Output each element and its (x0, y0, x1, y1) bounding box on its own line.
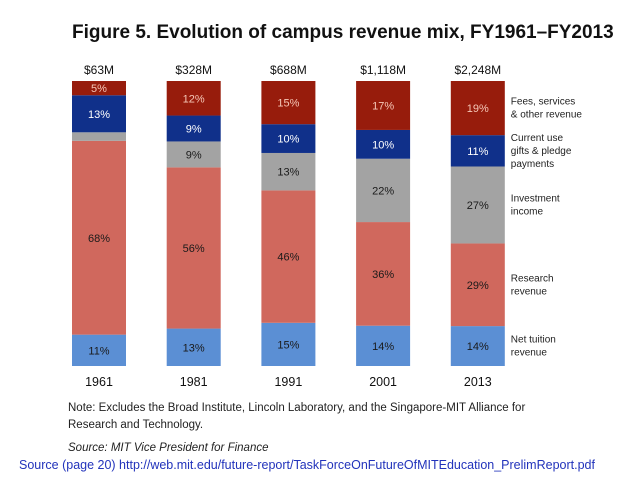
data-label: 11% (467, 146, 488, 158)
bar-segment (450, 81, 505, 136)
bar-segment (166, 167, 221, 329)
data-label: 17% (372, 100, 394, 112)
x-tick-label: 1961 (85, 375, 113, 389)
bar-segment (261, 322, 316, 366)
total-label: $328M (175, 63, 212, 77)
bar-segment (450, 243, 505, 327)
legend-label: Research revenue (511, 273, 554, 297)
total-label: $688M (270, 63, 307, 77)
data-label: 13% (88, 109, 110, 121)
bar-segment (356, 222, 411, 326)
bar-segment (261, 124, 316, 153)
bar-segment (72, 81, 126, 96)
data-label: 14% (467, 341, 489, 353)
source-link[interactable]: Source (page 20) http://web.mit.edu/futu… (19, 458, 595, 472)
bar-segment (166, 115, 221, 142)
bar-segment (356, 129, 411, 159)
bar-segment (450, 326, 505, 366)
chart-title: Figure 5. Evolution of campus revenue mi… (72, 22, 614, 43)
data-label: 27% (467, 200, 489, 212)
data-label: 5% (91, 83, 107, 95)
total-label: $2,248M (454, 63, 501, 77)
x-tick-label: 1991 (274, 375, 302, 389)
legend-label: Fees, services & other revenue (511, 97, 583, 121)
data-label: 22% (372, 185, 394, 197)
bar-segment (72, 140, 126, 335)
bar-segment (356, 158, 411, 223)
data-label: 10% (372, 139, 394, 151)
data-label: 15% (277, 98, 299, 110)
data-label: 56% (183, 243, 205, 255)
data-label: 68% (88, 233, 110, 245)
data-label: 9% (186, 149, 202, 161)
bar-segment (261, 152, 316, 191)
stacked-bar-chart: 11% 68% 13% 5% $63M 1961 13% 56% 9% 9% 12% $328M 198… (72, 63, 583, 389)
bar-segment (356, 81, 411, 130)
data-label: 46% (277, 252, 299, 264)
bar-segment (166, 328, 221, 366)
legend-label: Current use gifts & pledge payments (511, 133, 572, 170)
data-label: 9% (186, 124, 202, 136)
x-tick-label: 2001 (369, 375, 397, 389)
chart-note: Note: Excludes the Broad Institute, Linc… (68, 402, 526, 431)
bar-segment (72, 95, 126, 133)
bar-segment (356, 325, 411, 366)
legend-label: Investment income (511, 193, 560, 217)
data-label: 13% (183, 342, 205, 354)
data-label: 13% (277, 167, 299, 179)
data-label: 29% (467, 280, 489, 292)
bar-segment (261, 190, 316, 323)
data-label: 12% (183, 93, 205, 105)
data-label: 19% (467, 103, 489, 115)
data-label: 15% (277, 339, 299, 351)
data-label: 10% (277, 134, 299, 146)
data-label: 36% (372, 269, 394, 281)
bar-segment (72, 334, 126, 366)
bar-segment (450, 135, 505, 167)
data-label: 11% (88, 345, 109, 357)
legend-label: Net tuition revenue (511, 335, 556, 359)
total-label: $63M (84, 63, 114, 77)
chart-source: Source: MIT Vice President for Finance (68, 442, 269, 454)
bar-segment (166, 81, 221, 116)
bar-segment (166, 141, 221, 168)
bar-segment (72, 132, 126, 141)
total-label: $1,118M (360, 63, 406, 77)
bar-segment (450, 166, 505, 244)
data-label: 14% (372, 341, 394, 353)
bar-segment (261, 81, 316, 125)
x-tick-label: 1981 (180, 375, 208, 389)
x-tick-label: 2013 (464, 375, 492, 389)
